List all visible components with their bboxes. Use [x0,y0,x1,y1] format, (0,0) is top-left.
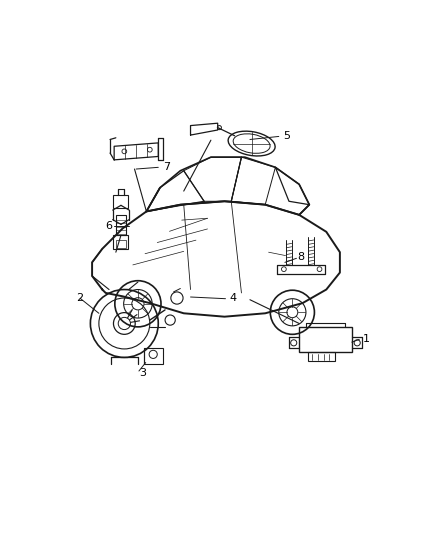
Text: 8: 8 [297,252,304,262]
Text: 1: 1 [363,334,370,344]
Bar [116,240,126,248]
Bar [113,235,128,249]
Text: 4: 4 [230,293,237,303]
Text: 7: 7 [162,163,170,172]
Text: 5: 5 [283,131,290,141]
Text: 6: 6 [106,221,113,231]
Text: 3: 3 [139,368,146,378]
Bar [144,348,162,364]
Bar [307,352,335,361]
Bar [299,327,352,352]
Bar [116,215,126,235]
Bar [113,195,128,208]
Text: 2: 2 [76,293,83,303]
